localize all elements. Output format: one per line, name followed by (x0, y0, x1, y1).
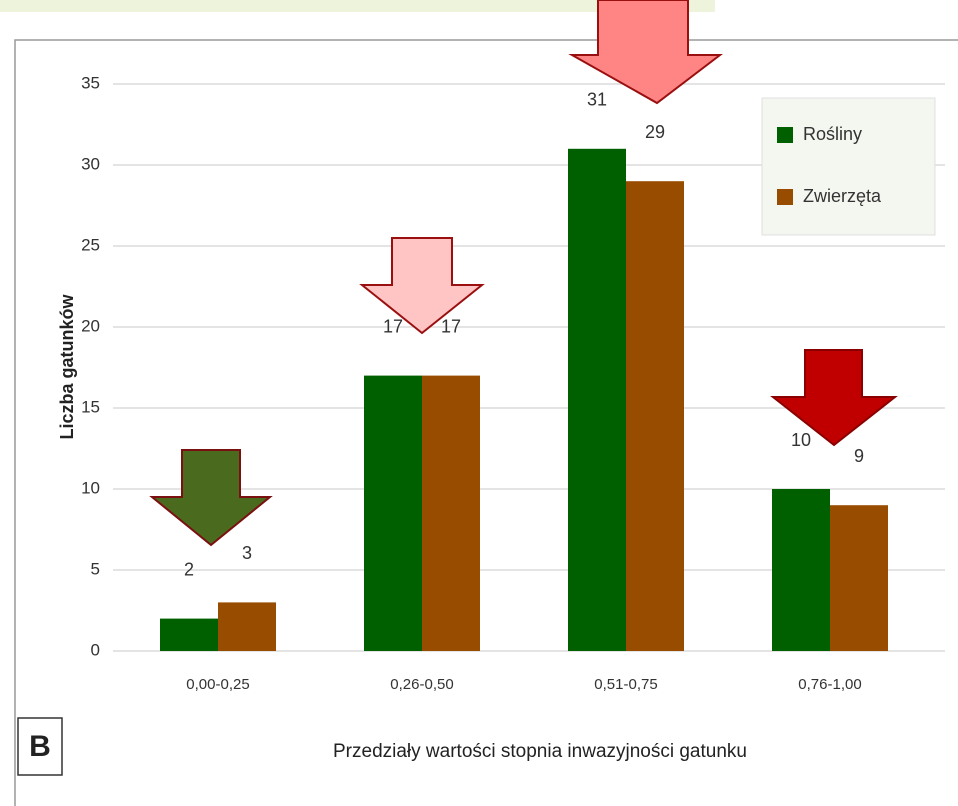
y-tick-label: 35 (81, 73, 100, 92)
panel-label: B (29, 730, 51, 763)
legend (761, 97, 936, 236)
bar (626, 181, 684, 651)
arrow (568, 0, 723, 105)
value-label: 3 (242, 543, 252, 563)
bar (422, 375, 480, 651)
y-tick-label: 25 (81, 235, 100, 254)
y-tick-label: 30 (81, 154, 100, 173)
bar (160, 618, 218, 651)
legend-label: Rośliny (803, 124, 862, 144)
y-tick-label: 0 (91, 640, 100, 659)
value-label: 10 (791, 430, 811, 450)
bar (568, 148, 626, 652)
arrow (359, 237, 485, 335)
x-axis-label: Przedziały wartości stopnia inwazyjności… (333, 741, 747, 762)
x-tick-label: 0,26-0,50 (390, 676, 453, 693)
legend-swatch (777, 127, 793, 143)
bar (830, 505, 888, 651)
value-label: 29 (645, 122, 665, 142)
bar (218, 602, 276, 651)
y-tick-label: 15 (81, 397, 100, 416)
value-label: 9 (854, 446, 864, 466)
value-label: 17 (441, 316, 461, 336)
value-label: 2 (184, 559, 194, 579)
y-tick-label: 20 (81, 316, 100, 335)
panel-box (17, 717, 63, 776)
value-labels: 2 3 17 17 31 29 10 9 (184, 90, 864, 580)
x-tick-label: 0,51-0,75 (594, 676, 657, 693)
value-label: 17 (383, 316, 403, 336)
legend-label: Zwierzęta (803, 186, 882, 206)
y-tick-label: 10 (81, 478, 100, 497)
y-axis-label: Liczba gatunków (57, 293, 77, 439)
legend-swatch (777, 189, 793, 205)
x-tick-label: 0,76-1,00 (798, 676, 861, 693)
top-band (0, 0, 715, 12)
x-tick-label: 0,00-0,25 (186, 676, 249, 693)
bar (364, 375, 422, 651)
bars (160, 148, 888, 652)
value-label: 31 (587, 90, 607, 110)
arrow (770, 349, 898, 447)
bar (772, 489, 830, 651)
arrow (149, 449, 273, 547)
y-tick-label: 5 (91, 559, 100, 578)
